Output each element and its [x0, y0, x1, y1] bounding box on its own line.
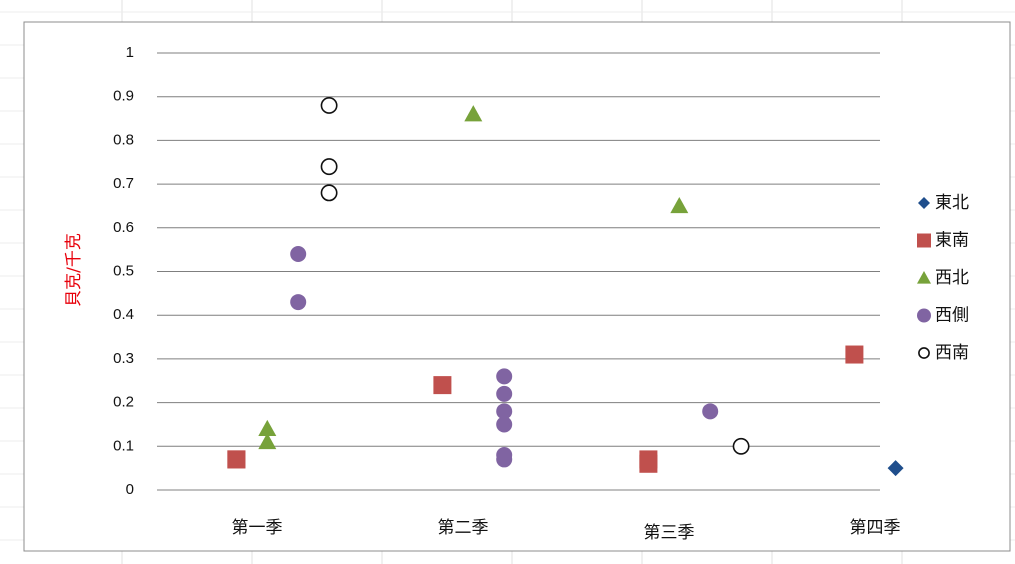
y-tick-label: 0.7	[113, 175, 134, 192]
data-point-triangle	[258, 419, 277, 437]
x-axis-categories: 第一季 第二季 第三季 第四季	[232, 518, 901, 543]
y-axis-ticks: 0 0.1 0.2 0.3 0.4 0.5 0.6 0.7 0.8 0.9 1	[113, 44, 134, 498]
legend-label: 東南	[935, 231, 969, 251]
data-point-circle	[702, 403, 719, 420]
legend-marker-open-circle	[918, 347, 930, 359]
y-tick-label: 0.4	[113, 306, 134, 323]
chart-area[interactable]	[23, 21, 1011, 552]
y-tick-label: 0.2	[113, 394, 134, 411]
gridlines	[157, 52, 880, 491]
data-point-triangle	[258, 432, 277, 450]
legend-label: 西南	[935, 343, 969, 363]
data-point-circle	[290, 246, 307, 263]
y-tick-label: 0.6	[113, 219, 134, 236]
data-point-circle	[290, 294, 307, 311]
x-category-label: 第四季	[850, 518, 901, 538]
data-point-circle	[496, 451, 513, 468]
legend-marker-triangle	[917, 271, 931, 284]
data-point-diamond	[887, 460, 904, 477]
data-point-circle	[496, 416, 513, 433]
y-tick-label: 1	[126, 44, 134, 61]
data-point-circle	[496, 385, 513, 402]
x-category-label: 第二季	[438, 518, 489, 538]
y-tick-label: 0.1	[113, 437, 134, 454]
legend-label: 西側	[935, 306, 969, 326]
legend-marker-diamond	[918, 197, 930, 209]
legend-marker-circle	[917, 308, 931, 323]
data-point-open-circle	[320, 184, 338, 202]
data-point-open-circle	[732, 437, 750, 455]
y-tick-label: 0.3	[113, 350, 134, 367]
data-point-open-circle	[320, 158, 338, 176]
data-point-square	[433, 376, 452, 395]
y-tick-label: 0.5	[113, 262, 134, 279]
x-category-label: 第三季	[644, 523, 695, 543]
data-point-circle	[496, 368, 513, 385]
legend-label: 東北	[935, 193, 969, 213]
data-point-square	[227, 450, 246, 469]
data-point-circle	[496, 403, 513, 420]
data-point-open-circle	[320, 96, 338, 114]
data-points	[227, 96, 904, 477]
data-point-square	[639, 454, 658, 473]
legend-label: 西北	[935, 268, 969, 288]
y-tick-label: 0	[126, 481, 134, 498]
y-axis-title: 貝克/千克	[64, 233, 84, 307]
y-tick-label: 0.9	[113, 88, 134, 105]
y-tick-label: 0.8	[113, 131, 134, 148]
data-point-triangle	[670, 196, 689, 214]
legend-marker-square	[917, 233, 931, 248]
data-point-square	[845, 345, 864, 364]
x-category-label: 第一季	[232, 518, 283, 538]
data-point-triangle	[464, 105, 483, 122]
